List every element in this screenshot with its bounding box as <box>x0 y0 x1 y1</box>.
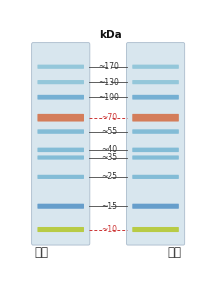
FancyBboxPatch shape <box>37 129 84 134</box>
Text: ~35: ~35 <box>101 153 117 162</box>
FancyBboxPatch shape <box>132 148 179 152</box>
FancyBboxPatch shape <box>132 175 179 179</box>
FancyBboxPatch shape <box>132 129 179 134</box>
FancyBboxPatch shape <box>32 42 90 245</box>
FancyBboxPatch shape <box>37 227 84 232</box>
FancyBboxPatch shape <box>37 148 84 152</box>
Text: ~170: ~170 <box>99 62 119 71</box>
FancyBboxPatch shape <box>126 42 185 245</box>
Text: kDa: kDa <box>99 30 122 40</box>
FancyBboxPatch shape <box>132 114 179 121</box>
FancyBboxPatch shape <box>132 80 179 84</box>
FancyBboxPatch shape <box>37 114 84 121</box>
Text: ~25: ~25 <box>101 172 117 181</box>
Text: 凝胶: 凝胶 <box>35 246 49 259</box>
Text: ~55: ~55 <box>101 127 117 136</box>
FancyBboxPatch shape <box>132 95 179 100</box>
Text: ~10: ~10 <box>101 225 117 234</box>
FancyBboxPatch shape <box>132 156 179 160</box>
Text: 印迹: 印迹 <box>168 246 182 259</box>
Text: ~100: ~100 <box>99 93 119 102</box>
FancyBboxPatch shape <box>132 227 179 232</box>
Text: ~70: ~70 <box>101 113 117 122</box>
Text: ~130: ~130 <box>99 77 119 87</box>
Text: ~40: ~40 <box>101 145 117 154</box>
FancyBboxPatch shape <box>37 156 84 160</box>
Text: ~15: ~15 <box>101 202 117 211</box>
FancyBboxPatch shape <box>37 65 84 69</box>
FancyBboxPatch shape <box>37 80 84 84</box>
FancyBboxPatch shape <box>132 65 179 69</box>
FancyBboxPatch shape <box>132 204 179 209</box>
FancyBboxPatch shape <box>37 175 84 179</box>
FancyBboxPatch shape <box>37 95 84 100</box>
FancyBboxPatch shape <box>37 204 84 209</box>
